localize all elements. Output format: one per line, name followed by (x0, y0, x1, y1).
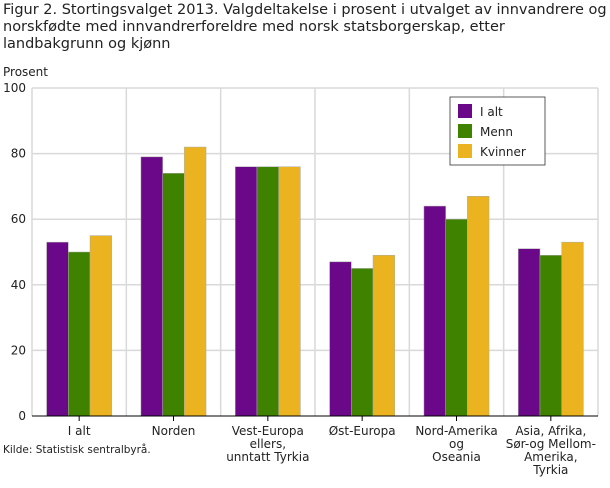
x-tick-label: unntatt Tyrkia (226, 450, 309, 464)
bar-i-alt (235, 166, 258, 417)
bar-i-alt (518, 248, 541, 417)
legend-swatch (458, 104, 472, 118)
bar-menn (68, 251, 91, 417)
bar-menn (162, 173, 185, 417)
bar-menn (539, 255, 562, 417)
legend-label: Menn (480, 125, 513, 139)
bar-kvinner (184, 146, 207, 417)
bar-kvinner (89, 235, 112, 417)
bar-i-alt (423, 205, 446, 417)
bar-menn (351, 268, 374, 417)
bar-menn (445, 218, 468, 417)
x-tick-label: Vest-Europa (232, 424, 304, 438)
y-tick-label: 20 (11, 343, 26, 357)
x-tick-label: Sør-og Mellom- (506, 437, 596, 451)
x-tick-label: Asia, Afrika, (515, 424, 586, 438)
bar-i-alt (329, 261, 352, 417)
bar-kvinner (561, 241, 584, 417)
x-tick-label: Nord-Amerika (415, 424, 497, 438)
legend-label: I alt (480, 105, 503, 119)
legend-swatch (458, 144, 472, 158)
x-tick-label: Amerika, (524, 450, 577, 464)
x-tick-label: og (449, 437, 464, 451)
bar-kvinner (372, 255, 395, 417)
y-tick-label: 0 (18, 409, 26, 423)
y-tick-label: 40 (11, 278, 26, 292)
y-tick-label: 60 (11, 212, 26, 226)
y-axis-label: Prosent (3, 65, 48, 79)
x-tick-label: Tyrkia (532, 463, 568, 477)
bar-kvinner (467, 195, 490, 417)
x-tick-label: I alt (68, 424, 91, 438)
x-tick-label: Øst-Europa (329, 424, 396, 438)
chart-title: Figur 2. Stortingsvalget 2013. Valgdelta… (3, 2, 607, 52)
x-tick-label: ellers, (250, 437, 286, 451)
legend-swatch (458, 124, 472, 138)
bar-i-alt (46, 241, 69, 417)
source-note: Kilde: Statistisk sentralbyrå. (3, 444, 151, 456)
y-tick-label: 80 (11, 147, 26, 161)
bar-i-alt (140, 156, 163, 417)
legend-label: Kvinner (480, 145, 526, 159)
bar-kvinner (278, 166, 301, 417)
y-tick-label: 100 (3, 81, 26, 95)
x-tick-label: Oseania (432, 450, 481, 464)
x-tick-label: Norden (152, 424, 196, 438)
bar-menn (256, 166, 279, 417)
